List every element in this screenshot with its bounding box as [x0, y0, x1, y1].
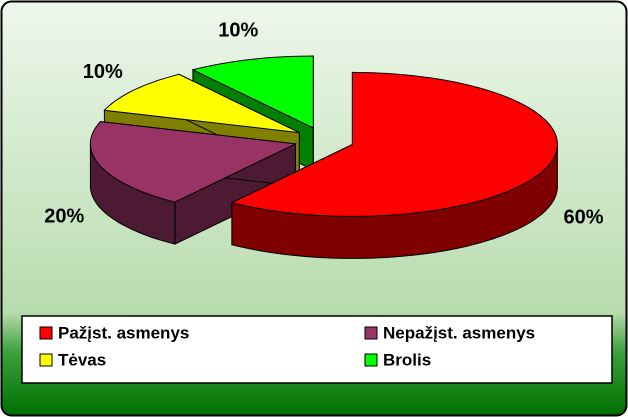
- slice-top: [230, 71, 558, 217]
- legend-marker: [364, 326, 378, 340]
- legend-box: [21, 315, 613, 384]
- slice-top: [191, 55, 314, 129]
- legend-label: Tėvas: [58, 350, 106, 369]
- slice-top: [89, 121, 298, 203]
- legend-marker: [39, 353, 53, 367]
- data-label: 10%: [83, 61, 123, 83]
- pie: [89, 55, 558, 259]
- legend-marker: [364, 353, 378, 367]
- legend-label: Pažįst. asmenys: [58, 323, 189, 342]
- data-label: 60%: [564, 206, 604, 228]
- legend: Pažįst. asmenys Nepažįst. asmenys Tėvas Bro…: [39, 323, 535, 369]
- data-label: 20%: [44, 206, 84, 228]
- pie-slice: [230, 71, 558, 259]
- slice-top: [103, 73, 300, 134]
- data-label: 10%: [218, 19, 258, 41]
- pie-slice: [89, 121, 298, 245]
- legend-label: Brolis: [383, 350, 431, 369]
- legend-marker: [39, 326, 53, 340]
- legend-label: Nepažįst. asmenys: [383, 323, 535, 342]
